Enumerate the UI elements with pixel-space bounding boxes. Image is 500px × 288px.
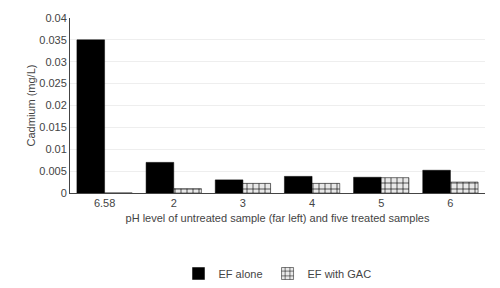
svg-text:3: 3	[240, 197, 246, 209]
svg-text:6.58: 6.58	[94, 197, 115, 209]
svg-text:5: 5	[378, 197, 384, 209]
svg-text:EF alone: EF alone	[219, 268, 263, 280]
svg-text:0.025: 0.025	[39, 77, 67, 89]
svg-text:0.01: 0.01	[45, 143, 66, 155]
svg-text:6: 6	[447, 197, 453, 209]
svg-text:4: 4	[309, 197, 315, 209]
svg-text:0.005: 0.005	[39, 165, 67, 177]
svg-text:2: 2	[171, 197, 177, 209]
svg-text:0.015: 0.015	[39, 121, 67, 133]
svg-text:0.03: 0.03	[45, 56, 66, 68]
svg-text:0.035: 0.035	[39, 34, 67, 46]
svg-text:EF with GAC: EF with GAC	[308, 268, 372, 280]
svg-text:0.04: 0.04	[45, 12, 66, 24]
svg-text:0.02: 0.02	[45, 99, 66, 111]
svg-text:0: 0	[61, 187, 67, 199]
svg-text:Cadmium (mg/L): Cadmium (mg/L)	[25, 65, 37, 147]
svg-text:pH level of untreated sample (: pH level of untreated sample (far left) …	[126, 212, 430, 224]
